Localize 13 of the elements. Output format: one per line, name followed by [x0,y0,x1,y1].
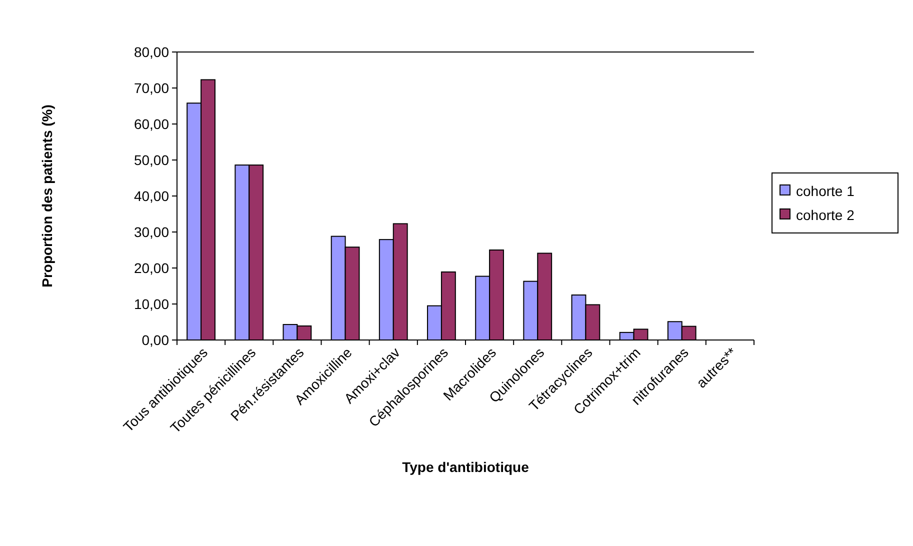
y-axis-title: Proportion des patients (%) [39,104,55,288]
y-tick-label: 0,00 [142,332,170,348]
legend-label: cohorte 1 [796,182,855,199]
y-tick-label: 30,00 [134,224,170,240]
y-tick-label: 60,00 [134,116,170,132]
legend-label: cohorte 2 [796,206,855,223]
y-tick-label: 50,00 [134,152,170,168]
y-tick-label: 40,00 [134,188,170,204]
y-tick-label: 70,00 [134,80,170,96]
y-tick-label: 80,00 [134,44,170,60]
y-tick-label: 10,00 [134,296,170,312]
y-tick-label: 20,00 [134,260,170,276]
x-axis-title: Type d'antibiotique [402,459,530,475]
